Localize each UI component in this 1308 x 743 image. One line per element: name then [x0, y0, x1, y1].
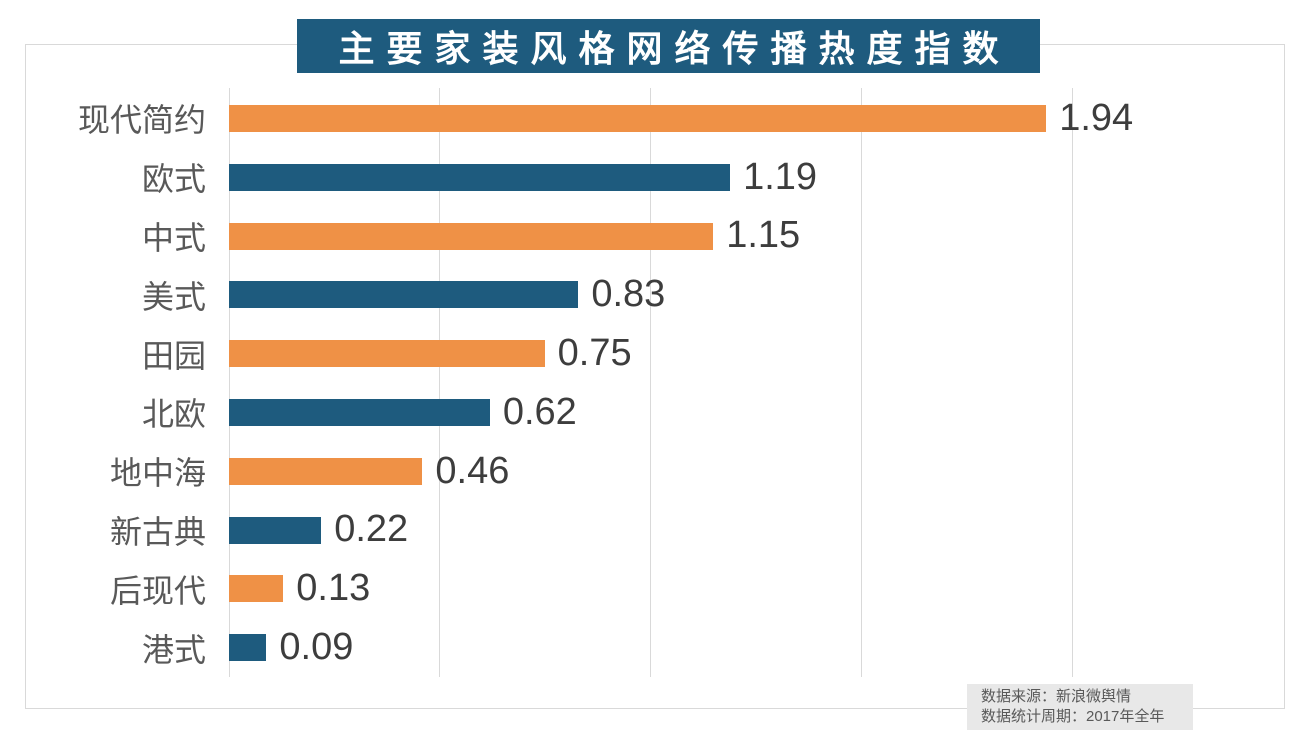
category-label: 新古典: [109, 513, 206, 550]
bar: [228, 634, 267, 662]
gridline: [1071, 88, 1073, 677]
gridline: [650, 88, 651, 677]
category-label: 现代简约: [77, 102, 206, 139]
chart-title-banner: 主要家装风格网络传播热度指数: [297, 19, 1040, 73]
bar: [228, 281, 579, 309]
axis-line: [228, 88, 230, 677]
category-label: 田园: [141, 337, 206, 374]
value-label: 1.15: [726, 214, 801, 257]
category-label: 北欧: [141, 396, 206, 433]
category-label: 美式: [141, 278, 206, 315]
value-label: 0.09: [279, 626, 354, 669]
value-label: 1.19: [743, 155, 818, 198]
category-label: 欧式: [141, 161, 206, 198]
gridline: [439, 88, 441, 677]
period-line: 数据统计周期：2017年全年: [981, 708, 1165, 725]
bar: [228, 340, 545, 368]
source-line: 数据来源：新浪微舆情: [981, 688, 1132, 705]
bar: [228, 163, 731, 191]
value-label: 0.13: [296, 567, 371, 610]
value-label: 1.94: [1059, 96, 1134, 139]
bar: [228, 516, 322, 544]
category-label: 港式: [141, 631, 206, 668]
value-label: 0.83: [591, 273, 666, 316]
category-label: 地中海: [109, 455, 206, 492]
value-label: 0.22: [334, 508, 409, 551]
value-label: 0.75: [557, 332, 632, 375]
value-label: 0.46: [435, 449, 510, 492]
chart-title: 主要家装风格网络传播热度指数: [338, 28, 1011, 69]
bar: [228, 398, 490, 426]
gridline: [860, 88, 862, 677]
category-label: 中式: [141, 219, 206, 256]
bar: [228, 457, 423, 485]
category-label: 后现代: [109, 572, 206, 609]
bar: [228, 575, 284, 603]
bar: [228, 104, 1047, 132]
source-note: 数据来源：新浪微舆情 数据统计周期：2017年全年: [967, 684, 1193, 730]
bar: [228, 222, 714, 250]
value-label: 0.62: [502, 390, 577, 433]
